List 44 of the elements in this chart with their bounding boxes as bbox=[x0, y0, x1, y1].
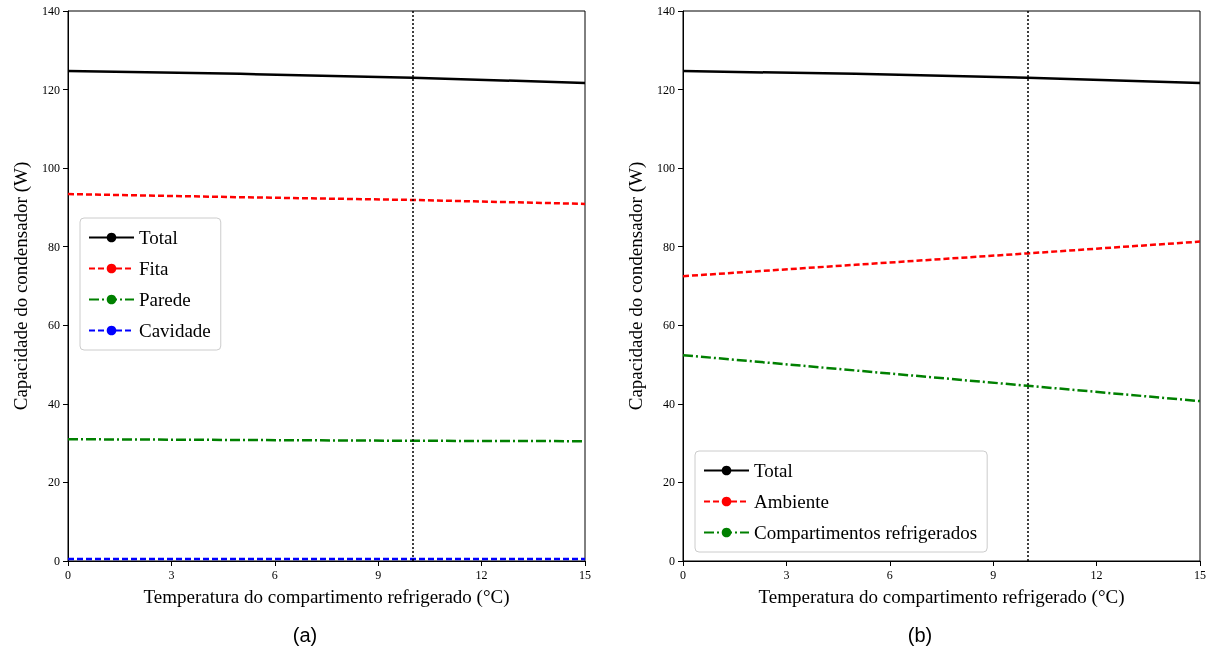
line-series bbox=[681, 240, 1202, 278]
y-tick-label: 100 bbox=[42, 161, 60, 176]
line-series bbox=[66, 192, 587, 206]
y-tick-label: 140 bbox=[42, 4, 60, 18]
x-axis-title: Temperatura do compartimento refrigerado (°C) bbox=[143, 586, 510, 608]
x-tick-label: 9 bbox=[375, 568, 382, 582]
legend-label: Total bbox=[139, 227, 178, 248]
x-tick-label: 15 bbox=[1194, 568, 1206, 582]
y-axis-title: Capacidade do condensador (W) bbox=[10, 161, 32, 411]
y-tick-label: 0 bbox=[54, 554, 60, 568]
y-tick-label: 120 bbox=[42, 82, 60, 97]
x-tick-label: 6 bbox=[271, 568, 278, 582]
y-tick-label: 60 bbox=[48, 318, 60, 333]
legend-label: Cavidade bbox=[139, 320, 211, 341]
y-tick-label: 0 bbox=[669, 554, 675, 568]
y-tick-label: 140 bbox=[657, 4, 675, 18]
y-tick-label: 20 bbox=[48, 475, 60, 490]
line-series bbox=[681, 353, 1202, 403]
x-tick-label: 0 bbox=[65, 568, 71, 582]
y-tick-label: 80 bbox=[48, 239, 60, 254]
y-tick-label: 40 bbox=[663, 396, 675, 411]
y-axis-title: Capacidade do condensador (W) bbox=[625, 161, 647, 411]
x-tick-label: 0 bbox=[680, 568, 686, 582]
x-tick-label: 3 bbox=[783, 568, 790, 582]
legend-label: Total bbox=[754, 460, 793, 481]
x-tick-label: 3 bbox=[168, 568, 175, 582]
x-tick-label: 6 bbox=[886, 568, 893, 582]
legend-label: Fita bbox=[139, 258, 170, 279]
text: (a) bbox=[292, 624, 318, 646]
y-tick-label: 120 bbox=[657, 82, 675, 97]
x-tick-label: 9 bbox=[990, 568, 997, 582]
x-tick-label: 12 bbox=[475, 568, 488, 582]
y-tick-label: 20 bbox=[663, 475, 675, 490]
x-tick-label: 15 bbox=[579, 568, 591, 582]
y-tick-label: 60 bbox=[663, 318, 675, 333]
y-tick-label: 80 bbox=[663, 239, 675, 254]
legend-label: Compartimentos refrigerados bbox=[754, 522, 978, 543]
text: (b) bbox=[907, 624, 933, 646]
y-tick-label: 40 bbox=[48, 396, 60, 411]
y-tick-label: 100 bbox=[657, 161, 675, 176]
legend-label: Parede bbox=[139, 289, 191, 310]
x-axis-title: Temperatura do compartimento refrigerado (°C) bbox=[758, 586, 1125, 608]
legend-label: Ambiente bbox=[754, 491, 829, 512]
x-tick-label: 12 bbox=[1090, 568, 1103, 582]
